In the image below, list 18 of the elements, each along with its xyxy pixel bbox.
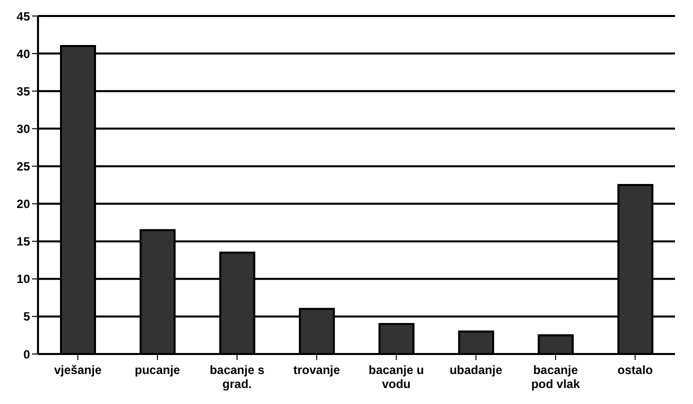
- y-tick-label: 5: [23, 310, 30, 324]
- y-tick-label: 45: [16, 9, 30, 24]
- x-tick-label: ostalo: [618, 363, 653, 377]
- x-tick-label: bacanje s grad.: [210, 363, 265, 391]
- x-tick-label: bacanje u vodu: [368, 363, 424, 391]
- x-tick-label: bacanje pod vlak: [531, 363, 580, 391]
- y-tick-label: 40: [16, 46, 30, 61]
- x-tick-label: pucanje: [134, 363, 180, 377]
- y-tick-label: 10: [16, 272, 30, 286]
- y-tick-label: 0: [23, 347, 30, 362]
- y-tick-label: 25: [16, 159, 30, 174]
- x-tick-label: trovanje: [293, 363, 340, 377]
- x-tick-label: ubadanje: [450, 363, 503, 377]
- y-tick-label: 15: [16, 234, 30, 249]
- x-tick-label: vješanje: [54, 363, 102, 377]
- y-tick-label: 35: [16, 84, 30, 98]
- y-tick-label: 30: [16, 122, 30, 136]
- y-tick-label: 20: [16, 197, 30, 212]
